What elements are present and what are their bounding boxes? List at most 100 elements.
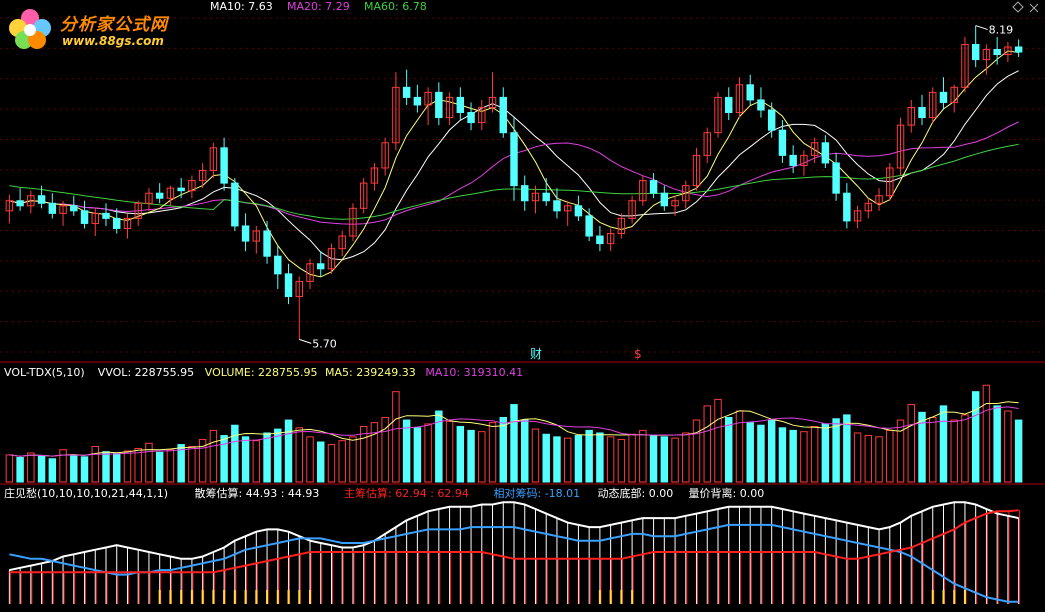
volume-bar bbox=[456, 426, 465, 483]
volume-bar bbox=[682, 432, 690, 483]
chip-scatter-line bbox=[9, 501, 1019, 572]
high-marker-label: 8.19 bbox=[989, 24, 1014, 37]
volume-bar bbox=[499, 416, 507, 483]
candle-body bbox=[381, 142, 389, 169]
candle-body bbox=[531, 192, 540, 202]
candle-body bbox=[918, 106, 926, 119]
candle-body bbox=[435, 91, 443, 119]
volume-bar bbox=[177, 444, 185, 483]
candle-body bbox=[714, 96, 722, 134]
candle-body bbox=[338, 235, 346, 250]
candle-body bbox=[48, 202, 57, 214]
candle-body bbox=[27, 195, 35, 207]
candle-body bbox=[639, 180, 647, 202]
candle-body bbox=[853, 210, 862, 222]
volume-bar bbox=[821, 423, 830, 483]
volume-bar bbox=[574, 435, 583, 483]
candle-body bbox=[628, 200, 636, 219]
ma-legend-item: MA20: 7.29 bbox=[287, 0, 350, 13]
candle-body bbox=[961, 43, 969, 88]
chip-main-line bbox=[9, 509, 1019, 574]
volume-bar bbox=[166, 449, 175, 483]
chip-legend-item: 主筹估算: 62.94 : 62.94 bbox=[344, 486, 469, 500]
candle-body bbox=[349, 207, 357, 237]
candle-body bbox=[746, 84, 754, 101]
candle-body bbox=[317, 263, 325, 270]
volume-bar bbox=[317, 441, 325, 483]
volume-bar bbox=[295, 427, 303, 483]
candle-body bbox=[166, 187, 175, 199]
candle-body bbox=[134, 202, 142, 219]
candle-body bbox=[70, 205, 78, 212]
volume-bar bbox=[596, 432, 604, 483]
site-logo: 分析家公式网 www.88gs.com bbox=[0, 6, 200, 56]
flower-logo-icon bbox=[9, 9, 51, 49]
candle-body bbox=[263, 230, 271, 257]
volume-bar bbox=[993, 405, 1001, 483]
candle-body bbox=[907, 106, 915, 126]
ma-legend-item: MA60: 6.78 bbox=[364, 0, 427, 13]
volume-bar bbox=[220, 435, 228, 483]
volume-bar bbox=[510, 404, 518, 483]
volume-bar bbox=[145, 442, 153, 483]
candle-body bbox=[660, 192, 669, 207]
candle-body bbox=[1014, 46, 1023, 53]
candle-body bbox=[800, 154, 808, 166]
volume-legend-item: MA5: 239249.33 bbox=[325, 366, 416, 379]
volume-bar bbox=[800, 431, 808, 483]
volume-bar bbox=[252, 440, 261, 483]
volume-bar bbox=[327, 444, 336, 483]
volume-legend-item: VOL-TDX(5,10) bbox=[4, 366, 85, 379]
volume-bar bbox=[70, 455, 78, 483]
low-marker-arrow bbox=[299, 338, 312, 344]
volume-bar bbox=[639, 429, 647, 483]
volume-bar bbox=[746, 422, 754, 483]
candle-body bbox=[252, 230, 261, 242]
candle-body bbox=[488, 96, 497, 108]
volume-bar bbox=[810, 426, 819, 483]
candle-body bbox=[359, 182, 368, 209]
candle-body bbox=[306, 263, 314, 282]
volume-bar bbox=[91, 446, 99, 483]
candle-body bbox=[703, 132, 711, 156]
volume-bar bbox=[971, 391, 980, 483]
volume-bar bbox=[231, 424, 239, 483]
candle-body bbox=[478, 106, 486, 124]
candle-body bbox=[542, 192, 550, 202]
volume-bar bbox=[585, 429, 593, 483]
close-icon bbox=[1029, 3, 1039, 13]
volume-bar bbox=[832, 418, 840, 483]
ma-legend-item: MA10: 7.63 bbox=[210, 0, 273, 13]
candle-body bbox=[993, 49, 1001, 56]
candle-body bbox=[617, 217, 626, 235]
volume-bar bbox=[939, 405, 948, 483]
candle-body bbox=[445, 96, 454, 119]
candle-body bbox=[939, 91, 948, 103]
candle-body bbox=[198, 170, 207, 182]
volume-bar bbox=[5, 454, 14, 483]
candle-body bbox=[671, 200, 679, 207]
candle-body bbox=[123, 217, 132, 229]
chip-legend-item: 动态底部: 0.00 bbox=[598, 486, 674, 500]
volume-bar bbox=[982, 384, 991, 483]
volume-bar bbox=[918, 411, 926, 483]
candle-body bbox=[91, 212, 99, 224]
volume-bar bbox=[113, 453, 121, 483]
candle-body bbox=[757, 99, 765, 111]
candle-body bbox=[596, 235, 604, 245]
volume-bar bbox=[521, 419, 529, 483]
volume-bar bbox=[188, 446, 196, 483]
volume-bar bbox=[907, 404, 915, 483]
candle-body bbox=[682, 185, 690, 202]
volume-bar bbox=[48, 458, 57, 483]
volume-bar bbox=[950, 419, 958, 483]
candle-body bbox=[810, 142, 819, 156]
candle-body bbox=[574, 205, 583, 217]
volume-bar bbox=[767, 419, 776, 483]
volume-bar bbox=[424, 423, 432, 483]
candle-body bbox=[37, 195, 46, 204]
volume-bar bbox=[703, 405, 711, 483]
candle-body bbox=[5, 200, 14, 212]
